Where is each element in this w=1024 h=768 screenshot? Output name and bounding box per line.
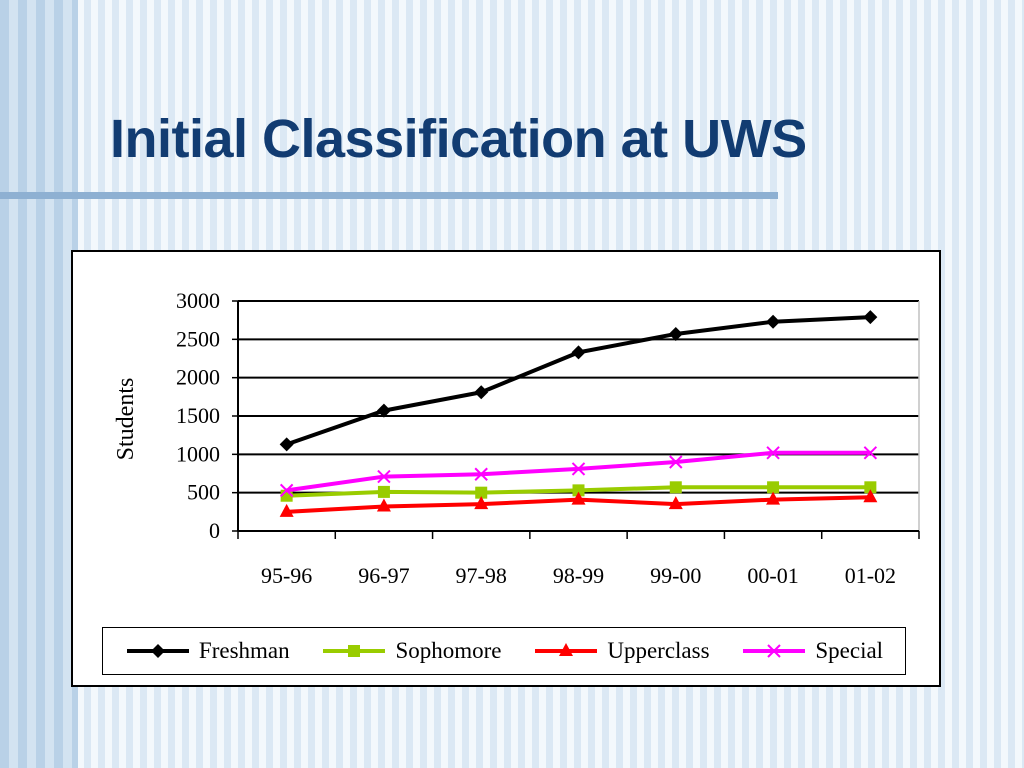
x-marker-stroke [669, 455, 683, 469]
series-freshman [279, 310, 878, 452]
x-marker-stroke [377, 469, 391, 484]
x-marker [377, 469, 391, 484]
square-marker [669, 481, 682, 494]
axes [232, 300, 920, 539]
triangle-marker [571, 491, 586, 505]
y-tick-label: 1500 [176, 403, 220, 428]
triangle-marker [559, 643, 574, 656]
x-tick-label: 98-99 [553, 563, 604, 588]
square-marker [377, 485, 390, 498]
square-marker [767, 481, 780, 494]
diamond-marker [376, 403, 391, 418]
triangle-marker [376, 498, 391, 512]
x-tick-label: 95-96 [261, 563, 312, 588]
x-marker [474, 467, 488, 481]
chart-legend: Freshman Sophomore Upperclass Special [102, 627, 906, 675]
series-line [285, 315, 871, 447]
chart-frame: 0 500 1000 1500 2000 2500 3000 95-96 96-97 97-98… [71, 250, 941, 687]
series [279, 310, 878, 517]
series-special [279, 446, 878, 498]
diamond-marker [571, 345, 586, 360]
triangle-marker [668, 496, 683, 510]
triangle-marker [766, 491, 781, 505]
diamond-marker [668, 326, 683, 341]
y-tick-label: 1000 [176, 441, 220, 466]
x-marker [669, 455, 683, 469]
legend-label: Upperclass [607, 638, 710, 663]
legend-item: Freshman [125, 638, 290, 664]
legend-label: Freshman [198, 638, 290, 663]
diamond-marker [474, 385, 489, 400]
legend-swatch [535, 643, 598, 656]
triangle-marker [863, 489, 878, 503]
x-marker-stroke [474, 467, 488, 481]
y-tick-label: 3000 [176, 288, 220, 313]
gridlines [238, 300, 919, 494]
title-underline [0, 192, 778, 199]
x-marker [863, 446, 878, 460]
y-tick-label: 2000 [176, 365, 220, 390]
x-tick-label: 99-00 [650, 563, 701, 588]
legend-swatch [126, 644, 189, 658]
triangle-marker [279, 503, 294, 517]
x-marker [766, 446, 780, 460]
square-marker [475, 486, 488, 499]
x-marker-stroke [863, 446, 878, 460]
diamond-marker [279, 437, 294, 452]
x-tick-labels: 95-96 96-97 97-98 98-99 99-00 00-01 01-02 [261, 563, 896, 588]
y-axis-label: Students [113, 378, 139, 461]
y-tick-labels: 0 500 1000 1500 2000 2500 3000 [176, 288, 220, 543]
legend-label: Sophomore [395, 638, 502, 663]
square-marker [348, 645, 361, 657]
x-marker-stroke [767, 644, 782, 658]
series-upperclass [279, 489, 878, 517]
x-tick-label: 01-02 [845, 563, 896, 588]
legend-item: Special [741, 638, 883, 664]
x-tick-label: 96-97 [358, 563, 409, 588]
x-marker-stroke [279, 483, 294, 498]
line-chart: 0 500 1000 1500 2000 2500 3000 95-96 96-97 97-98… [113, 288, 920, 588]
x-marker [279, 483, 294, 498]
x-tick-label: 00-01 [747, 563, 798, 588]
series-sophomore [280, 481, 877, 502]
legend-item: Sophomore [321, 638, 502, 664]
legend-swatch [743, 644, 806, 658]
y-tick-label: 500 [187, 480, 220, 505]
page-title: Initial Classification at UWS [110, 109, 807, 169]
y-tick-label: 0 [209, 518, 220, 543]
diamond-marker [766, 314, 781, 329]
x-marker-stroke [571, 462, 586, 476]
x-tick-label: 97-98 [456, 563, 507, 588]
x-marker-stroke [766, 446, 780, 460]
diamond-marker [863, 310, 878, 325]
triangle-marker [474, 496, 489, 510]
square-marker [572, 484, 585, 497]
x-marker [767, 644, 782, 658]
x-marker [571, 462, 586, 476]
y-tick-label: 2500 [176, 326, 220, 351]
legend-swatch [323, 645, 386, 657]
legend-item: Upperclass [533, 638, 710, 664]
diamond-marker [150, 644, 165, 658]
square-marker [864, 481, 877, 494]
legend-label: Special [815, 638, 884, 663]
background-stripes [0, 0, 78, 768]
